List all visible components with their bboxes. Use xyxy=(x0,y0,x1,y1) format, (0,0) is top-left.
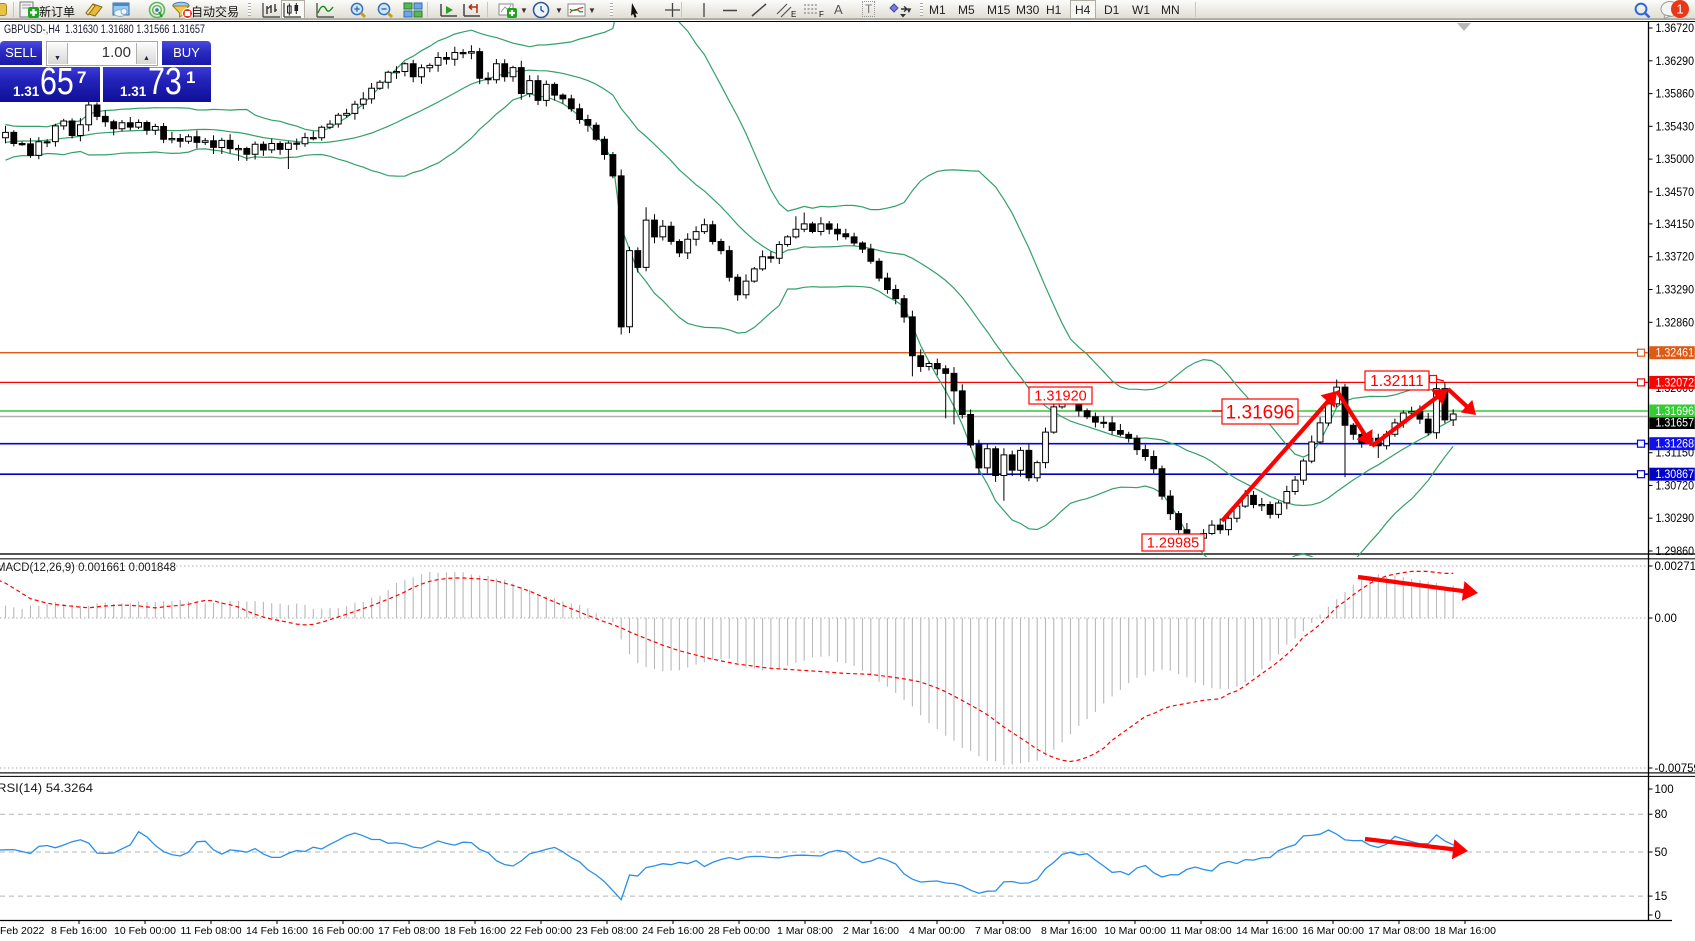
svg-text:7 Mar 08:00: 7 Mar 08:00 xyxy=(975,925,1031,937)
svg-text:17 Feb 08:00: 17 Feb 08:00 xyxy=(378,925,440,937)
svg-text:1.31150: 1.31150 xyxy=(1656,448,1695,460)
svg-text:0.00: 0.00 xyxy=(1655,613,1677,625)
svg-text:24 Feb 16:00: 24 Feb 16:00 xyxy=(642,925,704,937)
svg-text:1 Mar 08:00: 1 Mar 08:00 xyxy=(777,925,833,937)
svg-text:0.002715: 0.002715 xyxy=(1655,561,1695,573)
svg-text:4 Mar 00:00: 4 Mar 00:00 xyxy=(909,925,965,937)
svg-text:1.33720: 1.33720 xyxy=(1656,252,1695,264)
svg-text:1.36290: 1.36290 xyxy=(1656,56,1695,68)
svg-text:RSI(14) 54.3264: RSI(14) 54.3264 xyxy=(0,783,94,795)
svg-text:1.32461: 1.32461 xyxy=(1656,348,1695,360)
svg-text:22 Feb 00:00: 22 Feb 00:00 xyxy=(510,925,572,937)
svg-text:MACD(12,26,9) 0.001661 0.00184: MACD(12,26,9) 0.001661 0.001848 xyxy=(0,562,176,574)
svg-text:1.30290: 1.30290 xyxy=(1656,513,1695,525)
svg-text:11 Mar 08:00: 11 Mar 08:00 xyxy=(1170,925,1231,937)
svg-text:1.32072: 1.32072 xyxy=(1656,377,1695,389)
svg-text:14 Feb 16:00: 14 Feb 16:00 xyxy=(246,925,308,937)
svg-text:1.29860: 1.29860 xyxy=(1656,546,1695,558)
svg-text:1.34570: 1.34570 xyxy=(1656,187,1695,199)
svg-text:1.36720: 1.36720 xyxy=(1656,23,1695,35)
svg-text:1.35000: 1.35000 xyxy=(1656,154,1695,166)
svg-text:10 Feb 00:00: 10 Feb 00:00 xyxy=(114,925,176,937)
svg-text:1.32860: 1.32860 xyxy=(1656,317,1695,329)
svg-text:1.32111: 1.32111 xyxy=(1370,373,1424,390)
svg-text:50: 50 xyxy=(1655,847,1668,859)
svg-text:16 Mar 00:00: 16 Mar 00:00 xyxy=(1302,925,1364,937)
svg-text:-0.007596: -0.007596 xyxy=(1655,763,1695,775)
svg-text:1.31657: 1.31657 xyxy=(1656,418,1695,430)
svg-text:2 Mar 16:00: 2 Mar 16:00 xyxy=(843,925,899,937)
svg-text:18 Feb 16:00: 18 Feb 16:00 xyxy=(444,925,506,937)
svg-text:16 Feb 00:00: 16 Feb 00:00 xyxy=(312,925,374,937)
svg-text:8 Feb 16:00: 8 Feb 16:00 xyxy=(51,925,107,937)
svg-text:14 Mar 16:00: 14 Mar 16:00 xyxy=(1236,925,1298,937)
svg-text:Feb 2022: Feb 2022 xyxy=(0,925,45,937)
svg-text:15: 15 xyxy=(1655,891,1668,903)
svg-text:1.31696: 1.31696 xyxy=(1656,406,1695,418)
svg-text:E: E xyxy=(791,10,796,19)
svg-text:GBPUSD-,H4 1.31630 1.31680 1.: GBPUSD-,H4 1.31630 1.31680 1.31566 1.316… xyxy=(4,24,205,36)
svg-text:1.33290: 1.33290 xyxy=(1656,285,1695,297)
svg-text:11 Feb 08:00: 11 Feb 08:00 xyxy=(180,925,241,937)
svg-text:100: 100 xyxy=(1655,784,1674,796)
svg-text:1.35860: 1.35860 xyxy=(1656,89,1695,101)
svg-text:1.31920: 1.31920 xyxy=(1034,388,1086,404)
svg-text:1.35430: 1.35430 xyxy=(1656,121,1695,133)
svg-text:8 Mar 16:00: 8 Mar 16:00 xyxy=(1041,925,1097,937)
svg-text:80: 80 xyxy=(1655,809,1668,821)
svg-text:18 Mar 16:00: 18 Mar 16:00 xyxy=(1434,925,1496,937)
svg-text:1.31268: 1.31268 xyxy=(1656,439,1695,451)
svg-text:F: F xyxy=(819,10,824,19)
svg-text:1.30720: 1.30720 xyxy=(1656,480,1695,492)
svg-text:1: 1 xyxy=(1676,2,1683,17)
svg-text:1.30867: 1.30867 xyxy=(1656,469,1695,481)
svg-text:10 Mar 00:00: 10 Mar 00:00 xyxy=(1104,925,1166,937)
svg-text:1.31696: 1.31696 xyxy=(1226,403,1295,424)
svg-text:1.34150: 1.34150 xyxy=(1656,219,1695,231)
svg-text:23 Feb 08:00: 23 Feb 08:00 xyxy=(576,925,638,937)
svg-text:17 Mar 08:00: 17 Mar 08:00 xyxy=(1368,925,1430,937)
svg-text:1.29985: 1.29985 xyxy=(1147,535,1199,551)
svg-text:28 Feb 00:00: 28 Feb 00:00 xyxy=(708,925,770,937)
svg-text:0: 0 xyxy=(1655,910,1661,922)
